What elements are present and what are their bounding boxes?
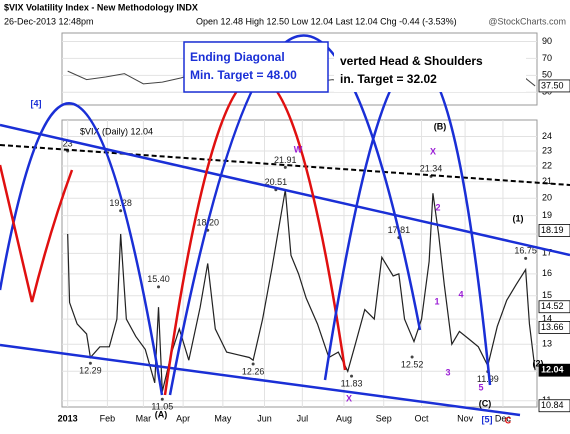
- y-tick-label: 21: [542, 176, 552, 186]
- box-text: in. Target = 32.02: [340, 72, 437, 86]
- price-label-box: [538, 300, 570, 314]
- wave-label: 5: [478, 382, 483, 392]
- peak-label: 11.83: [341, 379, 363, 389]
- indicator-label-box: [538, 79, 570, 93]
- lower-trendline: [0, 343, 521, 417]
- price-label-box: [538, 321, 570, 334]
- legend-entry: $VIX (Daily) 12.04: [80, 126, 153, 136]
- wave-label: 4: [458, 289, 463, 299]
- hs-box: [334, 44, 526, 92]
- wave-label: [5]: [482, 414, 493, 424]
- price-label-box: [538, 399, 570, 413]
- peak-point: [119, 209, 123, 213]
- peak-label: 21.34: [420, 164, 443, 174]
- box-text: Ending Diagonal: [190, 50, 285, 64]
- chart-title: $VIX Volatility Index - New Methodology …: [4, 2, 198, 12]
- wave-label: W: [294, 144, 303, 154]
- ed-box: [183, 41, 329, 93]
- peak-point: [88, 361, 92, 365]
- box-text: verted Head & Shoulders: [340, 54, 483, 68]
- overlay: verted Head & Shoulders in. Target = 32.…: [0, 34, 570, 425]
- peak-point: [410, 355, 414, 359]
- price-label-box: [538, 224, 570, 237]
- y-tick-label: 16: [542, 268, 552, 278]
- price-label: 18.19: [541, 225, 564, 235]
- wave-label: (C): [479, 398, 492, 408]
- price-label: 14.52: [541, 301, 564, 311]
- y-tick-label: 70: [542, 53, 552, 63]
- peak-point: [283, 165, 287, 169]
- x-tick-label: Mar: [136, 413, 152, 423]
- wave-label: 1: [434, 296, 439, 306]
- y-tick-label: 20: [542, 193, 552, 203]
- blue-arc: [0, 102, 164, 396]
- price-label: 10.84: [541, 400, 564, 410]
- peak-label: 11.99: [477, 374, 499, 384]
- quote: Open 12.48 High 12.50 Low 12.04 Last 12.…: [196, 16, 457, 26]
- x-tick-label: Feb: [100, 413, 116, 423]
- dashed-trendline: [0, 144, 570, 186]
- blue-arc: [168, 34, 422, 396]
- wave-label: (1): [513, 213, 524, 223]
- y-tick-label: 13: [542, 339, 552, 349]
- peak-label: 23: [63, 138, 73, 148]
- y-tick-label: 17: [542, 248, 552, 258]
- x-tick-label: Dec: [495, 413, 512, 423]
- peak-point: [157, 285, 161, 289]
- y-tick-label: 19: [542, 210, 552, 220]
- watermark: @StockCharts.com: [488, 16, 566, 26]
- y-tick-label: 23: [542, 145, 552, 155]
- y-tick-label: 22: [542, 160, 552, 170]
- red-curve: [0, 164, 74, 303]
- peak-point: [524, 256, 528, 260]
- price-line: [67, 189, 536, 392]
- price-label: 13.66: [541, 322, 564, 332]
- y-tick-label: 14: [542, 313, 552, 323]
- peak-label: 20.51: [265, 177, 288, 187]
- upper-trendline: [0, 123, 570, 257]
- peak-point: [251, 362, 255, 366]
- x-tick-label: Jul: [297, 413, 309, 423]
- peak-label: 11.05: [151, 402, 173, 412]
- wave-label: (B): [434, 121, 447, 131]
- peak-label: 12.52: [401, 359, 424, 369]
- peak-point: [350, 374, 354, 378]
- x-tick-label: Nov: [457, 413, 474, 423]
- wave-label: 3: [445, 367, 450, 377]
- price-frame: [61, 119, 538, 408]
- x-tick-label: 2013: [58, 413, 78, 423]
- x-tick-label: May: [214, 413, 232, 423]
- wave-label: C: [505, 415, 512, 425]
- y-tick-label: 90: [542, 36, 552, 46]
- peak-label: 21.91: [274, 155, 297, 165]
- indicator-label: 37.50: [541, 80, 564, 90]
- x-tick-label: Oct: [415, 413, 430, 423]
- indicator-frame: [61, 32, 538, 106]
- peak-label: 15.40: [147, 274, 170, 284]
- y-tick-label: 15: [542, 290, 552, 300]
- peak-label: 12.26: [242, 366, 265, 376]
- peak-label: 12.29: [79, 366, 102, 376]
- x-tick-label: Sep: [376, 413, 392, 423]
- wave-label: X: [346, 393, 352, 403]
- y-tick-label: 24: [542, 131, 552, 141]
- box-text: Min. Target = 48.00: [190, 68, 297, 82]
- y-tick-label: 50: [542, 70, 552, 80]
- peak-point: [160, 397, 164, 401]
- wave-label: X: [430, 146, 436, 156]
- date: 26-Dec-2013 12:48pm: [4, 16, 94, 26]
- peak-label: 19.28: [109, 198, 132, 208]
- x-tick-label: Jun: [257, 413, 272, 423]
- x-tick-label: Apr: [176, 413, 190, 423]
- wave-label: 2: [435, 202, 440, 212]
- wave-label: [4]: [31, 98, 42, 108]
- x-tick-label: Aug: [336, 413, 352, 423]
- wave-label: (A): [155, 409, 168, 419]
- peak-label: 16.75: [514, 246, 537, 256]
- price-label: 12.04: [541, 365, 564, 375]
- wave-label: (2): [533, 358, 544, 368]
- price-label-box: [538, 363, 570, 377]
